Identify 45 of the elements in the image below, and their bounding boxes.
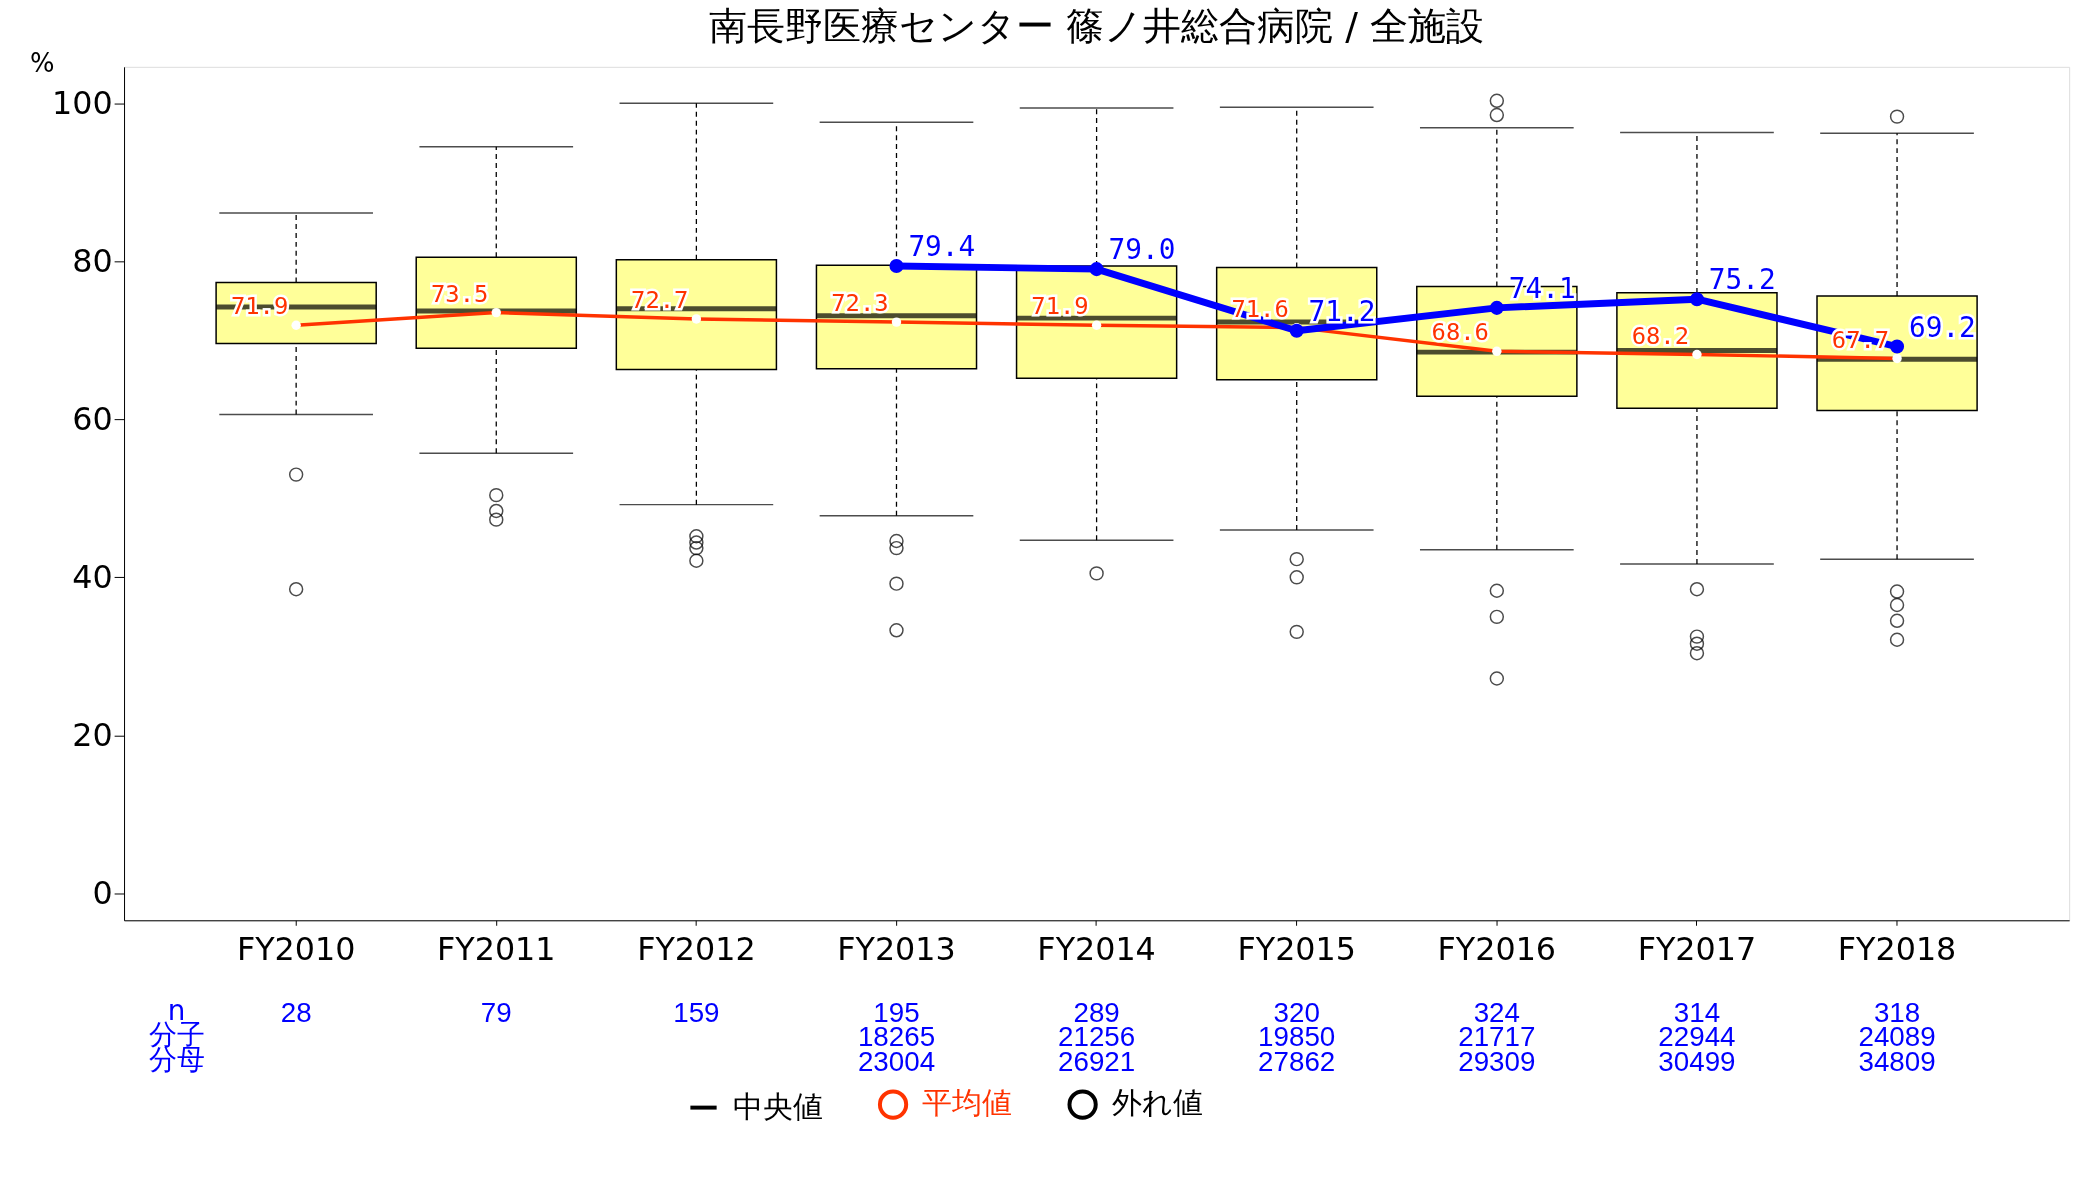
text: 324 21717 29309 (1458, 996, 1536, 1078)
legend-label: 平均値 (922, 1085, 1013, 1121)
text: 28 (280, 996, 312, 1028)
y-tick-label: 100 (52, 84, 113, 121)
point (1489, 300, 1504, 315)
data-label: 79.0 (1108, 233, 1176, 267)
data-label: 68.2 (1631, 321, 1689, 350)
y-axis-title: % (30, 47, 55, 78)
point (1089, 262, 1104, 277)
data-label: 72.3 (831, 289, 889, 318)
text: 外れ値 (1111, 1085, 1203, 1121)
data-label: 68.6 (1431, 318, 1489, 347)
y-tick-label: 20 (72, 716, 113, 753)
point (1289, 323, 1304, 338)
x-tick-label: FY2017 (1637, 931, 1757, 968)
data-label: 69.2 (1908, 310, 1976, 344)
text: 79 (480, 996, 512, 1028)
legend-label: 中央値 (732, 1088, 823, 1124)
text: 314 22944 30499 (1658, 996, 1736, 1078)
point (889, 258, 904, 273)
text: 320 19850 27862 (1258, 996, 1336, 1078)
y-tick-label: 0 (92, 874, 113, 911)
y-tick-label: 60 (72, 400, 113, 437)
point (1689, 292, 1704, 307)
y-tick-label: 80 (72, 242, 113, 279)
x-tick-label: FY2018 (1837, 931, 1957, 968)
data-label: 71.9 (1031, 292, 1089, 321)
text: 289 21256 26921 (1057, 996, 1136, 1078)
data-label: 79.4 (908, 230, 976, 264)
text: 195 18265 23004 (857, 996, 936, 1078)
y-tick-label: 40 (72, 558, 113, 595)
point (1890, 339, 1905, 354)
x-tick-label: FY2011 (437, 931, 556, 968)
x-tick-label: FY2016 (1437, 931, 1557, 968)
text: 159 (673, 996, 720, 1028)
x-tick-label: FY2013 (837, 931, 956, 968)
x-tick-label: FY2014 (1037, 931, 1156, 968)
data-label: 73.5 (431, 279, 489, 308)
x-tick-label: FY2010 (236, 931, 356, 968)
chart-title: 南長野医療センター 篠ノ井総合病院 / 全施設 (709, 4, 1484, 49)
data-label: 75.2 (1708, 263, 1776, 297)
x-tick-label: FY2012 (637, 931, 756, 968)
text: 318 24089 34809 (1858, 996, 1936, 1078)
data-label: 71.6 (1231, 294, 1289, 323)
x-tick-label: FY2015 (1237, 931, 1356, 968)
